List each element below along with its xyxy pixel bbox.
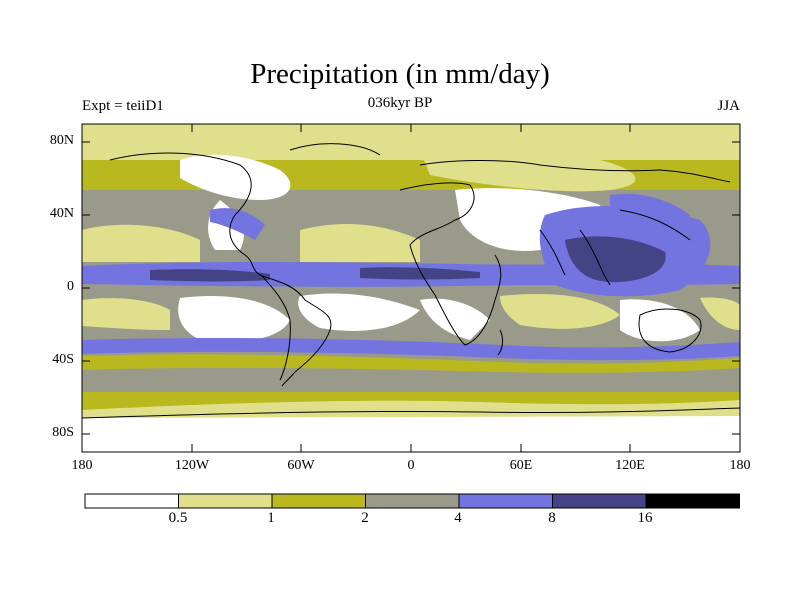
lat-label-80s: 80S (52, 425, 74, 440)
colorbar-label-2: 2 (361, 510, 369, 526)
lat-label-40n: 40N (49, 206, 74, 221)
colorbar-label-0-5: 0.5 (168, 510, 188, 526)
colorbar-label-16: 16 (637, 510, 653, 526)
colorbar-swatch (645, 493, 740, 509)
colorbar-swatch (365, 493, 460, 509)
colorbar-swatch (178, 493, 273, 509)
precip-field (82, 124, 740, 452)
lat-label-40s: 40S (52, 352, 74, 367)
colorbar (84, 493, 740, 509)
colorbar-swatch (552, 493, 647, 509)
lon-label-180e: 180 (729, 458, 751, 473)
lon-label-0: 0 (407, 458, 415, 473)
lat-label-equator: 0 (67, 279, 74, 294)
lon-label-120w: 120W (174, 458, 210, 473)
lon-label-60e: 60E (509, 458, 533, 473)
map-title: Precipitation (in mm/day) (250, 58, 550, 90)
time-label: 036kyr BP (367, 95, 433, 111)
axis-ticks (82, 124, 740, 452)
colorbar-swatch (84, 493, 179, 509)
colorbar-label-1: 1 (267, 510, 275, 526)
colorbar-label-8: 8 (548, 510, 556, 526)
lat-label-80n: 80N (49, 133, 74, 148)
colorbar-label-4: 4 (454, 510, 462, 526)
lon-label-60w: 60W (287, 458, 315, 473)
season-label: JJA (717, 98, 740, 114)
lon-label-180w: 180 (71, 458, 93, 473)
lon-label-120e: 120E (615, 458, 645, 473)
colorbar-swatch (271, 493, 366, 509)
colorbar-swatch (458, 493, 553, 509)
experiment-label: Expt = teiiD1 (82, 98, 164, 114)
coastlines (82, 143, 740, 419)
